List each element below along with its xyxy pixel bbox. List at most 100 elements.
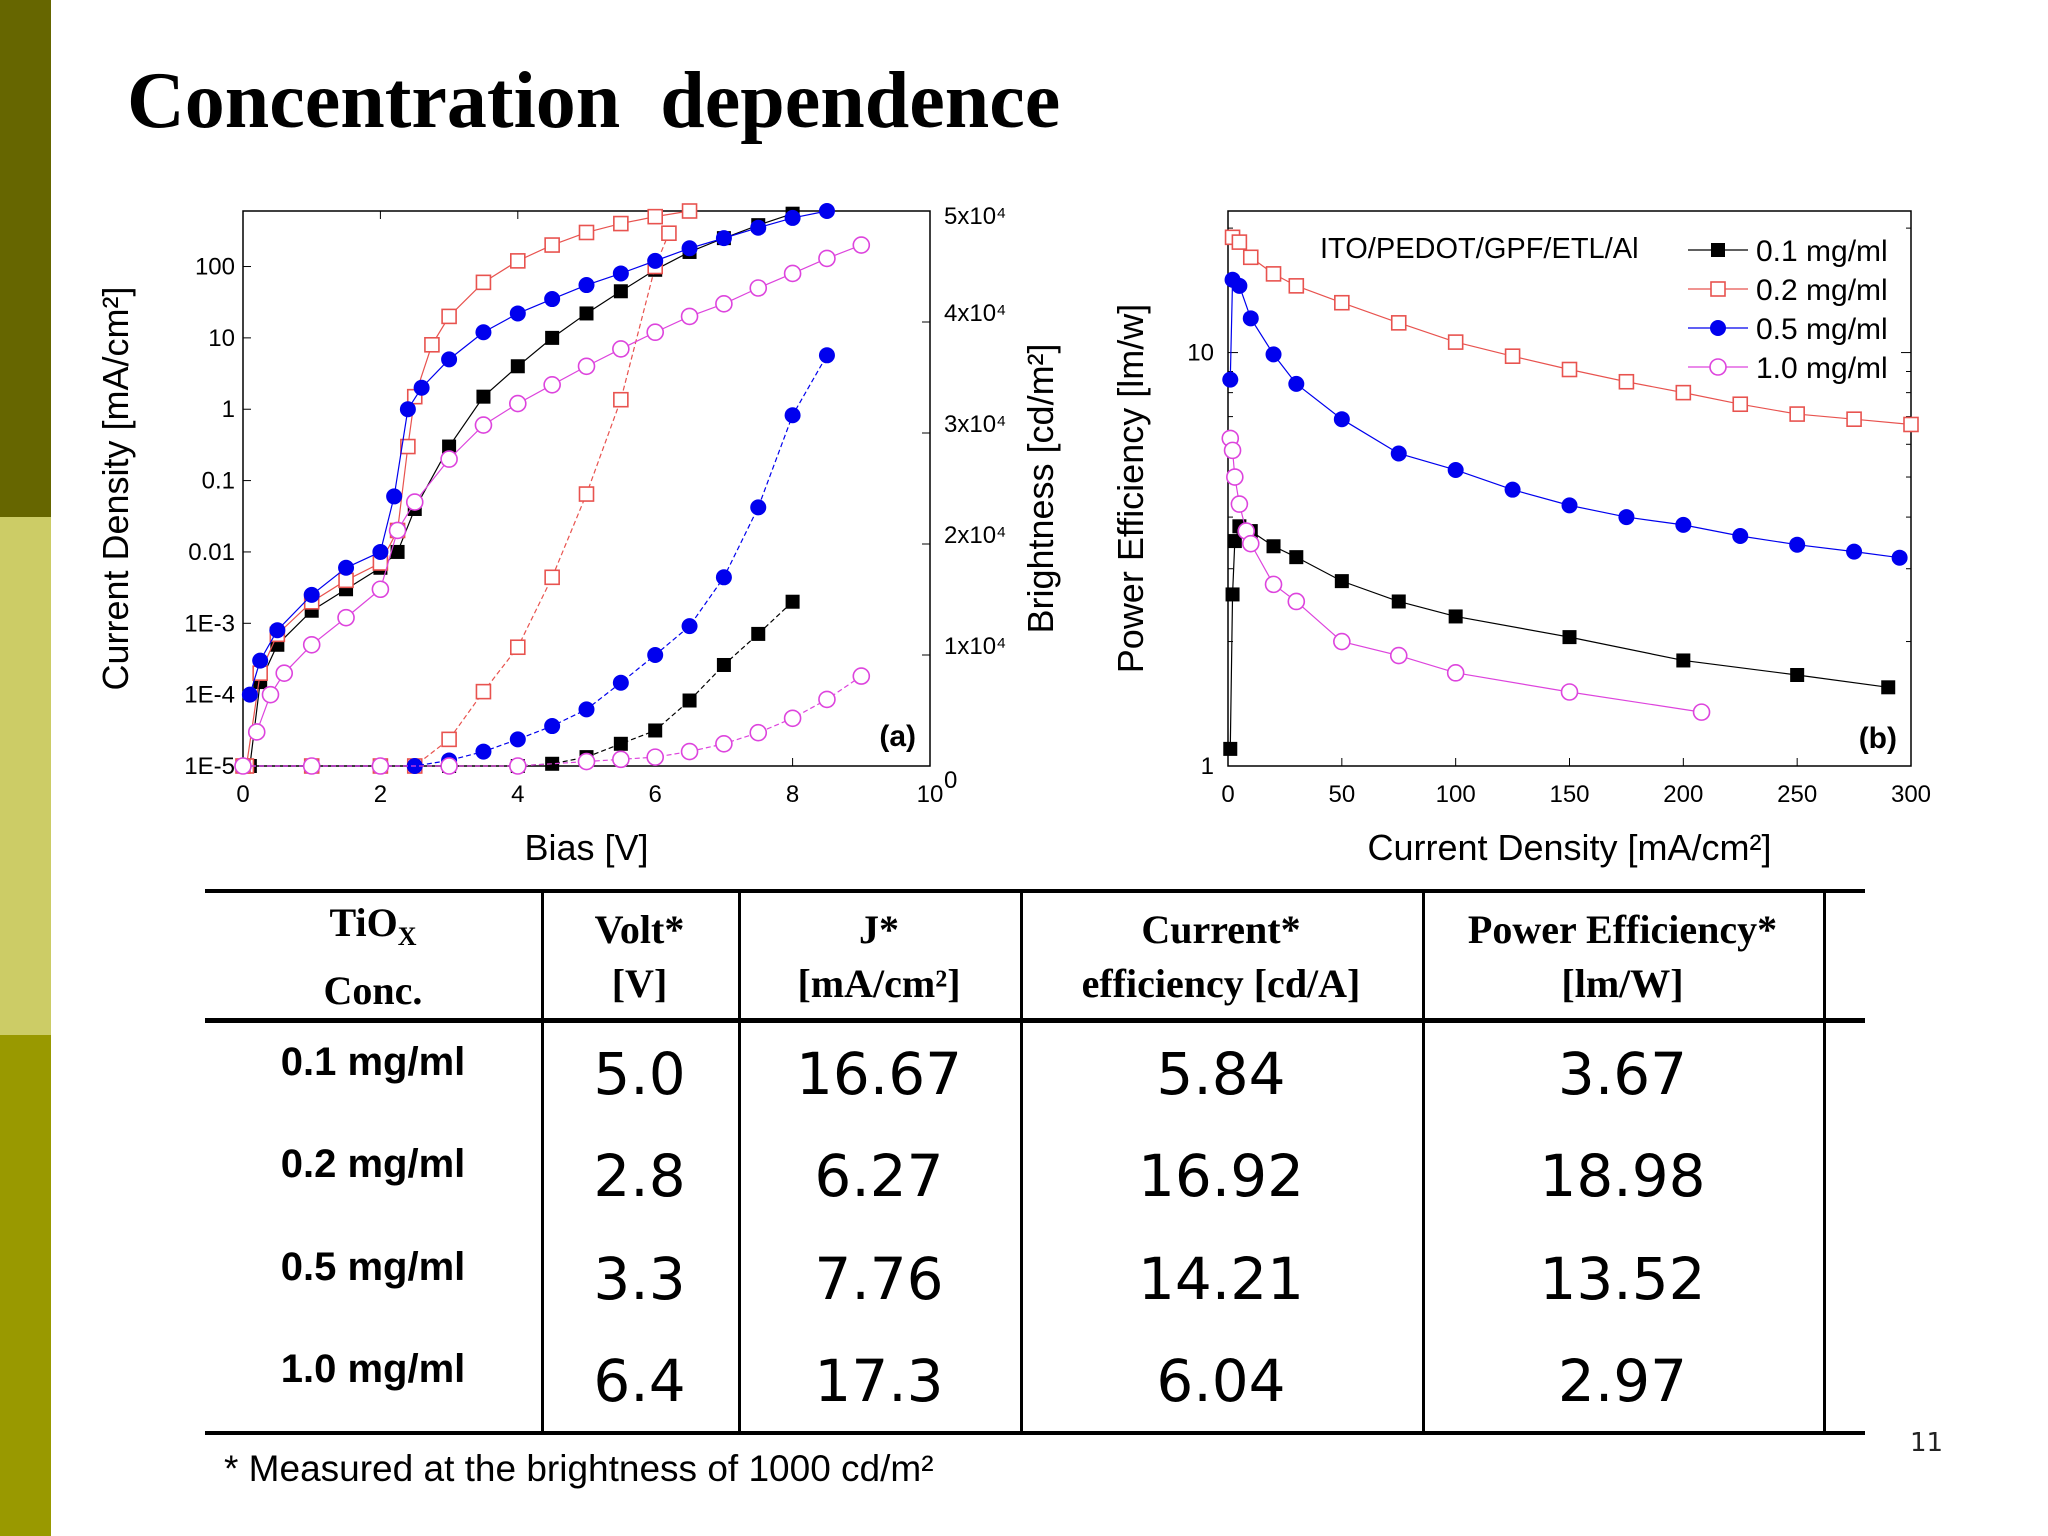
cell-value: 5.84 [1156, 1040, 1286, 1108]
cell-value: 16.92 [1137, 1142, 1305, 1210]
chart-a-x-tick-label: 8 [786, 781, 799, 808]
chart-b-point [1732, 396, 1749, 413]
chart-b-point [1288, 278, 1305, 294]
table-cell: 16.67 [738, 1023, 1020, 1125]
table-cell: 13.52 [1422, 1228, 1823, 1330]
chart-a-current-point [613, 284, 628, 299]
chart-a-current-point [613, 215, 629, 232]
chart-a-brightness-point [475, 743, 492, 760]
table-column-divider [541, 891, 544, 1433]
chart-a-y2-tick-label: 3x10⁴ [944, 411, 1006, 438]
chart-a-current-point [442, 439, 457, 454]
chart-a-current-point [681, 203, 698, 219]
table-cell: 17.3 [738, 1330, 1020, 1432]
chart-a-current-point [405, 493, 424, 511]
chart-b-x-tick-label: 50 [1328, 781, 1355, 808]
chart-a-y-tick-label: 100 [195, 254, 235, 281]
chart-a-current-point [647, 208, 664, 225]
chart-a-brightness-point [302, 757, 321, 775]
chart-a-current-point [543, 375, 561, 394]
chart-b-point [1390, 445, 1407, 462]
chart-a-brightness-point [509, 731, 526, 748]
cell-value: 17.3 [814, 1347, 944, 1415]
concentration-label: 1.0 mg/ml [280, 1346, 466, 1391]
concentration-label: 0.1 mg/ml [280, 1039, 466, 1084]
header-line1: TiO [329, 899, 398, 945]
row-label: 0.1 mg/ml [205, 1011, 541, 1113]
chart-a-brightness-point [613, 391, 629, 408]
chart-a-current-point [302, 635, 321, 654]
chart-b-point [1675, 384, 1692, 401]
chart-a-current-point [474, 416, 493, 434]
chart-a-brightness-point [716, 657, 731, 672]
cell-value: 16.67 [795, 1040, 963, 1108]
cell-value: 2.97 [1557, 1347, 1688, 1415]
header-line1: Volt* [594, 906, 685, 952]
chart-a-brightness-point [818, 690, 836, 709]
chart-a-brightness-point [577, 752, 596, 771]
chart-a-current-point [680, 307, 699, 326]
chart-a-current-point [269, 622, 286, 639]
chart-b-x-tick-label: 200 [1663, 781, 1703, 808]
chart-a-current-point [303, 586, 320, 603]
chart-a-current-point [241, 686, 258, 703]
chart-a-current-point [612, 340, 630, 358]
chart-b-point [1448, 609, 1463, 624]
chart-b-point [1789, 406, 1805, 422]
chart-a-brightness-point [475, 683, 492, 700]
chart-b-series-3 [1221, 429, 1711, 721]
header-subscript: X [397, 921, 417, 951]
chart-a-x-tick-label: 6 [649, 781, 662, 808]
chart-a-x-axis-label: Bias [V] [524, 827, 648, 868]
header-line1: Current* [1141, 906, 1301, 952]
chart-b-point [1618, 509, 1635, 526]
charts-canvas: 0 2 4 6 8 101E-51E-41E-30.010.111010001x10⁴2x… [95, 203, 1931, 868]
cell-value: 5.0 [593, 1040, 686, 1108]
table-header-rule [205, 1018, 1865, 1023]
chart-a-brightness-point [785, 594, 800, 609]
chart-b-point [1333, 411, 1350, 428]
chart-a-y2-tick-label: 2x10⁴ [944, 522, 1006, 549]
chart-a-brightness-point [715, 569, 732, 586]
chart-b-y-tick-label: 1 [1201, 753, 1214, 780]
chart-b-x-tick-label: 150 [1549, 781, 1589, 808]
chart-a-brightness-point [612, 674, 629, 691]
chart-b-point [1692, 703, 1711, 721]
chart-a-current-point [388, 521, 407, 540]
chart-a-current-point [247, 723, 266, 741]
chart-b-point [1881, 680, 1896, 695]
chart-a-current-point [578, 277, 595, 294]
chart-a-current-point [441, 351, 458, 368]
chart-b-series-2 [1222, 271, 1908, 566]
accent-bar-bottom [0, 1035, 51, 1536]
chart-a-brightness-point [544, 569, 560, 586]
chart-a-brightness-line [243, 675, 862, 767]
chart-a-current-point [577, 357, 596, 376]
cell-value: 6.27 [814, 1142, 944, 1210]
chart-a-current-point [413, 379, 430, 396]
chart-a-current-point [372, 543, 389, 560]
chart-b-point [1447, 461, 1464, 478]
chart-a-brightness-point [852, 667, 871, 685]
chart-a-current-point [510, 359, 525, 374]
chart-b-series-0 [1223, 519, 1896, 756]
chart-a-current-point [261, 685, 280, 704]
chart-b-legend-label: 0.2 mg/ml [1756, 274, 1888, 307]
chart-a-current-point [579, 306, 594, 321]
chart-b-point [1287, 592, 1306, 611]
chart-b-point [1231, 234, 1248, 250]
chart-a-brightness-point [749, 723, 768, 742]
chart-a-brightness-point [371, 757, 390, 775]
table-header-cell: Volt* [V] [541, 895, 738, 1018]
chart-b-point [1265, 266, 1282, 282]
chart-b-point [1390, 315, 1407, 331]
chart-b-point [1618, 373, 1635, 390]
chart-a-current-point [390, 544, 405, 559]
chart-a-current-point [715, 295, 733, 313]
chart-b-legend-label: 1.0 mg/ml [1756, 352, 1888, 385]
chart-a-y2-tick-label: 1x10⁴ [944, 633, 1006, 660]
table-cell: 5.84 [1020, 1023, 1422, 1125]
chart-a-brightness-point [578, 701, 595, 718]
cell-value: 13.52 [1539, 1245, 1706, 1313]
chart-a-brightness-point [818, 347, 835, 364]
